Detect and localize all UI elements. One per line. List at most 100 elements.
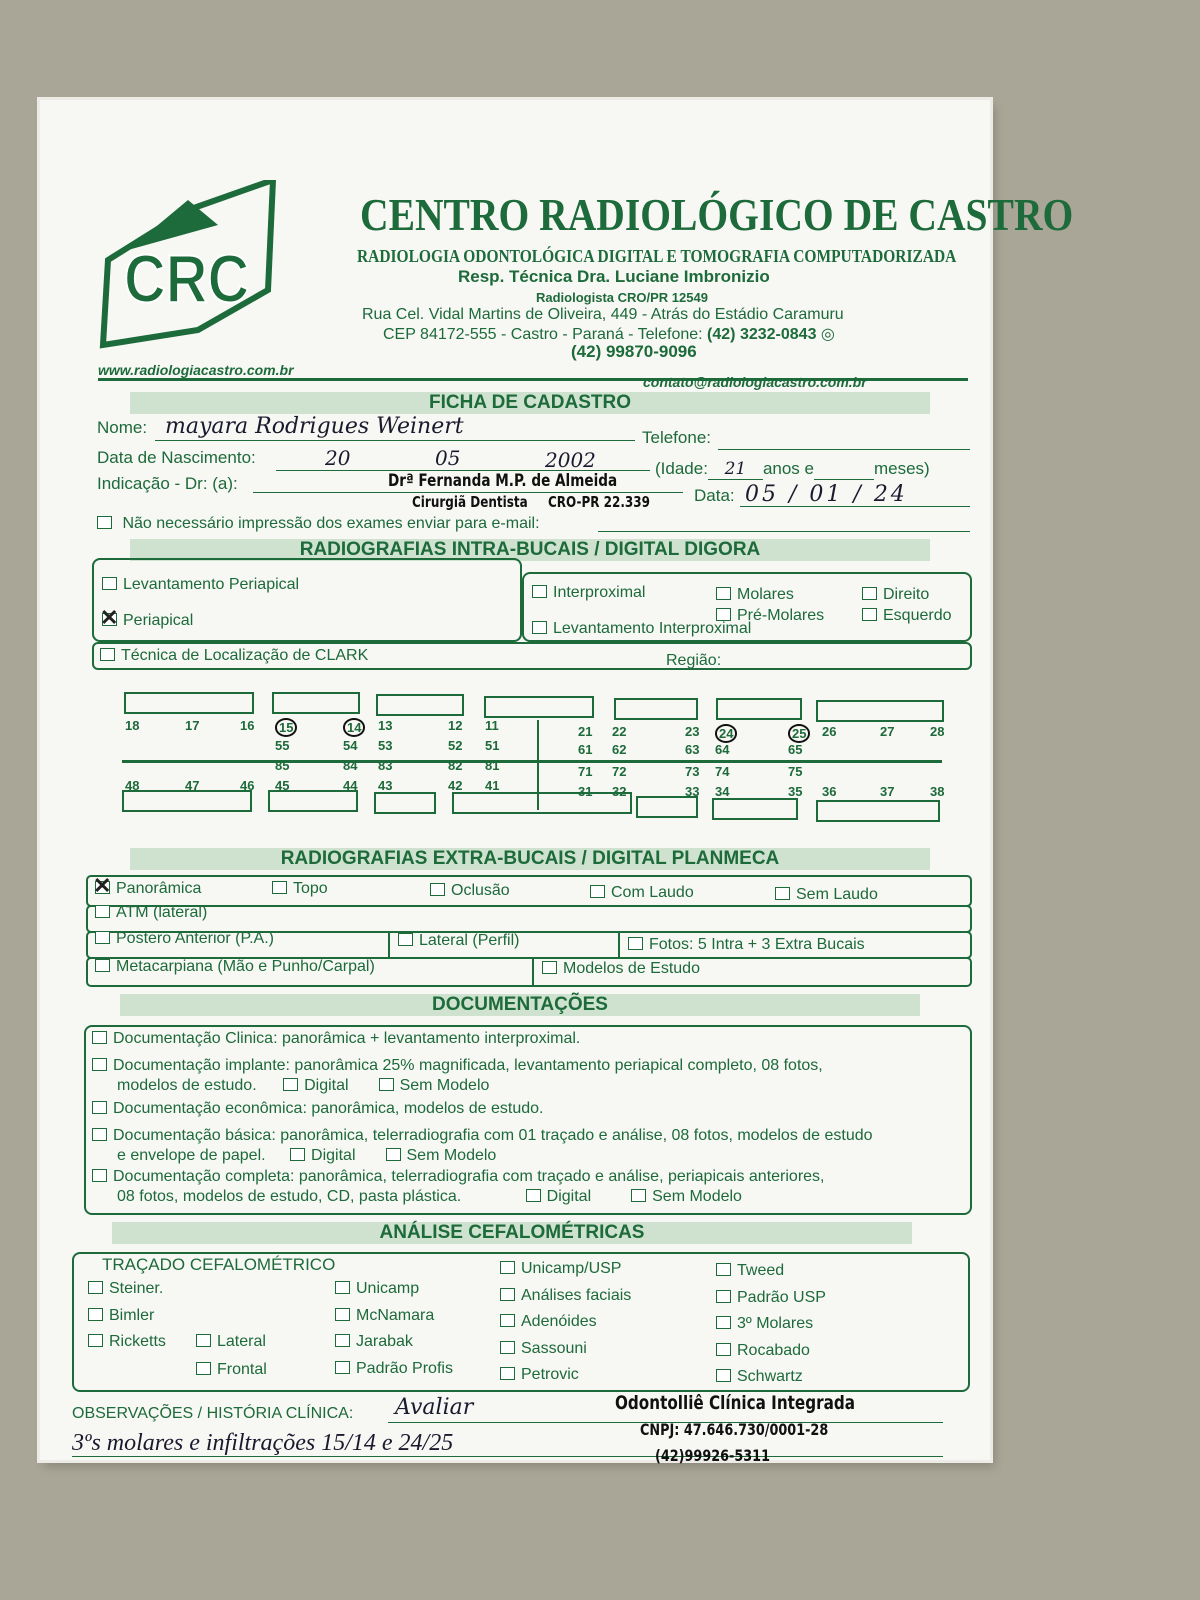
tooth-62[interactable]: 62 [612, 742, 627, 757]
tooth-33[interactable]: 33 [685, 784, 700, 799]
tooth-28[interactable]: 28 [930, 724, 945, 739]
panoramica-checkbox[interactable]: ✕ [93, 873, 112, 898]
cefalo-option[interactable]: Ricketts [88, 1333, 166, 1351]
cefalo-checkbox[interactable] [335, 1360, 350, 1374]
tooth-region-box[interactable] [376, 694, 464, 716]
tooth-42[interactable]: 42 [448, 778, 463, 793]
cefalo-checkbox[interactable] [716, 1342, 731, 1356]
tooth-region-box[interactable] [484, 696, 594, 718]
doc-completa-checkbox[interactable] [92, 1169, 107, 1182]
levantamento-interproximal-checkbox[interactable] [532, 621, 547, 634]
pre-molares-checkbox[interactable] [716, 608, 731, 621]
cefalo-option[interactable]: Unicamp/USP [500, 1260, 621, 1278]
cefalo-option[interactable]: Schwartz [716, 1368, 803, 1386]
tooth-45[interactable]: 45 [275, 778, 290, 793]
cefalo-checkbox[interactable] [335, 1334, 350, 1347]
completa-digital-checkbox[interactable] [525, 1189, 541, 1202]
oclusao-checkbox[interactable] [430, 883, 445, 896]
tooth-44[interactable]: 44 [343, 778, 358, 793]
cefalo-option[interactable]: Bimler [88, 1307, 154, 1325]
tooth-71[interactable]: 71 [578, 764, 593, 779]
tooth-52[interactable]: 52 [448, 738, 463, 753]
cefalo-option[interactable]: Adenóides [500, 1313, 597, 1331]
tooth-17[interactable]: 17 [185, 718, 200, 733]
nasc-year-field[interactable]: 2002 [545, 448, 596, 472]
molares-checkbox[interactable] [716, 587, 731, 600]
tooth-region-box[interactable] [124, 692, 254, 714]
doc-economica-checkbox[interactable] [92, 1101, 107, 1114]
cefalo-checkbox[interactable] [716, 1289, 731, 1303]
cefalo-option[interactable]: Sassouni [500, 1340, 587, 1358]
tooth-region-box[interactable] [374, 792, 436, 814]
email-field[interactable] [598, 531, 970, 532]
pa-checkbox[interactable] [95, 931, 110, 944]
indicacao-field[interactable] [253, 492, 683, 493]
topo-checkbox[interactable] [272, 881, 287, 894]
idade-field[interactable]: 21 [707, 459, 763, 480]
tooth-13[interactable]: 13 [378, 718, 393, 733]
tooth-75[interactable]: 75 [788, 764, 803, 779]
tooth-34[interactable]: 34 [715, 784, 730, 799]
tooth-region-box[interactable] [816, 700, 944, 722]
cefalo-checkbox[interactable] [716, 1263, 731, 1276]
tooth-72[interactable]: 72 [612, 764, 627, 779]
cefalo-option[interactable]: Tweed [716, 1262, 784, 1280]
nome-field[interactable]: mayara Rodrigues Weinert [165, 414, 464, 439]
cefalo-option[interactable]: McNamara [335, 1307, 434, 1325]
tooth-26[interactable]: 26 [822, 724, 837, 739]
tooth-region-box[interactable] [272, 692, 360, 714]
tooth-region-box[interactable] [268, 790, 358, 812]
cefalo-checkbox[interactable] [335, 1281, 350, 1294]
basica-digital-checkbox[interactable] [290, 1148, 306, 1161]
doc-clinica-checkbox[interactable] [92, 1031, 107, 1044]
tooth-65[interactable]: 65 [788, 742, 803, 757]
tooth-64[interactable]: 64 [715, 742, 730, 757]
cefalo-option[interactable]: Unicamp [335, 1280, 419, 1298]
cefalo-checkbox[interactable] [335, 1307, 350, 1321]
tooth-36[interactable]: 36 [822, 784, 837, 799]
implante-sem-modelo-checkbox[interactable] [378, 1078, 394, 1091]
periapical-checkbox[interactable]: ✕ [100, 605, 119, 630]
tooth-41[interactable]: 41 [485, 778, 500, 793]
implante-digital-checkbox[interactable] [283, 1078, 299, 1091]
tooth-54[interactable]: 54 [343, 738, 358, 753]
cefalo-checkbox[interactable] [500, 1367, 515, 1380]
tooth-24[interactable]: 24 [715, 724, 738, 743]
tooth-74[interactable]: 74 [715, 764, 730, 779]
tooth-15[interactable]: 15 [275, 718, 298, 737]
cefalo-checkbox[interactable] [88, 1307, 103, 1321]
tooth-73[interactable]: 73 [685, 764, 700, 779]
tooth-11[interactable]: 11 [485, 718, 499, 733]
completa-sem-modelo-checkbox[interactable] [631, 1189, 647, 1202]
cefalo-checkbox[interactable] [500, 1261, 515, 1274]
tooth-35[interactable]: 35 [788, 784, 803, 799]
cefalo-checkbox[interactable] [500, 1287, 515, 1301]
levantamento-periapical-checkbox[interactable] [102, 577, 117, 590]
tooth-55[interactable]: 55 [275, 738, 290, 753]
tooth-32[interactable]: 32 [612, 784, 627, 799]
meses-field[interactable] [813, 459, 874, 480]
tooth-12[interactable]: 12 [448, 718, 463, 733]
lateral-checkbox[interactable] [196, 1334, 211, 1347]
nao-impressao-checkbox[interactable] [97, 516, 112, 529]
metacarpiana-checkbox[interactable] [95, 959, 110, 972]
tooth-53[interactable]: 53 [378, 738, 393, 753]
lateral-perfil-checkbox[interactable] [398, 933, 413, 946]
doc-implante-checkbox[interactable] [92, 1058, 107, 1071]
tooth-region-box[interactable] [716, 698, 802, 720]
cefalo-option[interactable]: 3º Molares [716, 1315, 813, 1333]
esquerdo-checkbox[interactable] [862, 608, 877, 621]
cefalo-option[interactable]: Jarabak [335, 1333, 413, 1351]
cefalo-checkbox[interactable] [88, 1334, 103, 1347]
tooth-region-box[interactable] [636, 796, 698, 818]
cefalo-option[interactable]: Steiner. [88, 1280, 163, 1298]
tooth-14[interactable]: 14 [343, 718, 366, 737]
tooth-16[interactable]: 16 [240, 718, 255, 733]
tooth-47[interactable]: 47 [185, 778, 200, 793]
cefalo-option[interactable]: Análises faciais [500, 1287, 631, 1305]
tooth-region-box[interactable] [122, 790, 252, 812]
fotos-checkbox[interactable] [628, 937, 643, 950]
data-day-field[interactable]: 05 [745, 482, 779, 507]
observacoes-field-2[interactable]: 3ºs molares e infiltrações 15/14 e 24/25 [72, 1430, 454, 1456]
tooth-18[interactable]: 18 [125, 718, 140, 733]
